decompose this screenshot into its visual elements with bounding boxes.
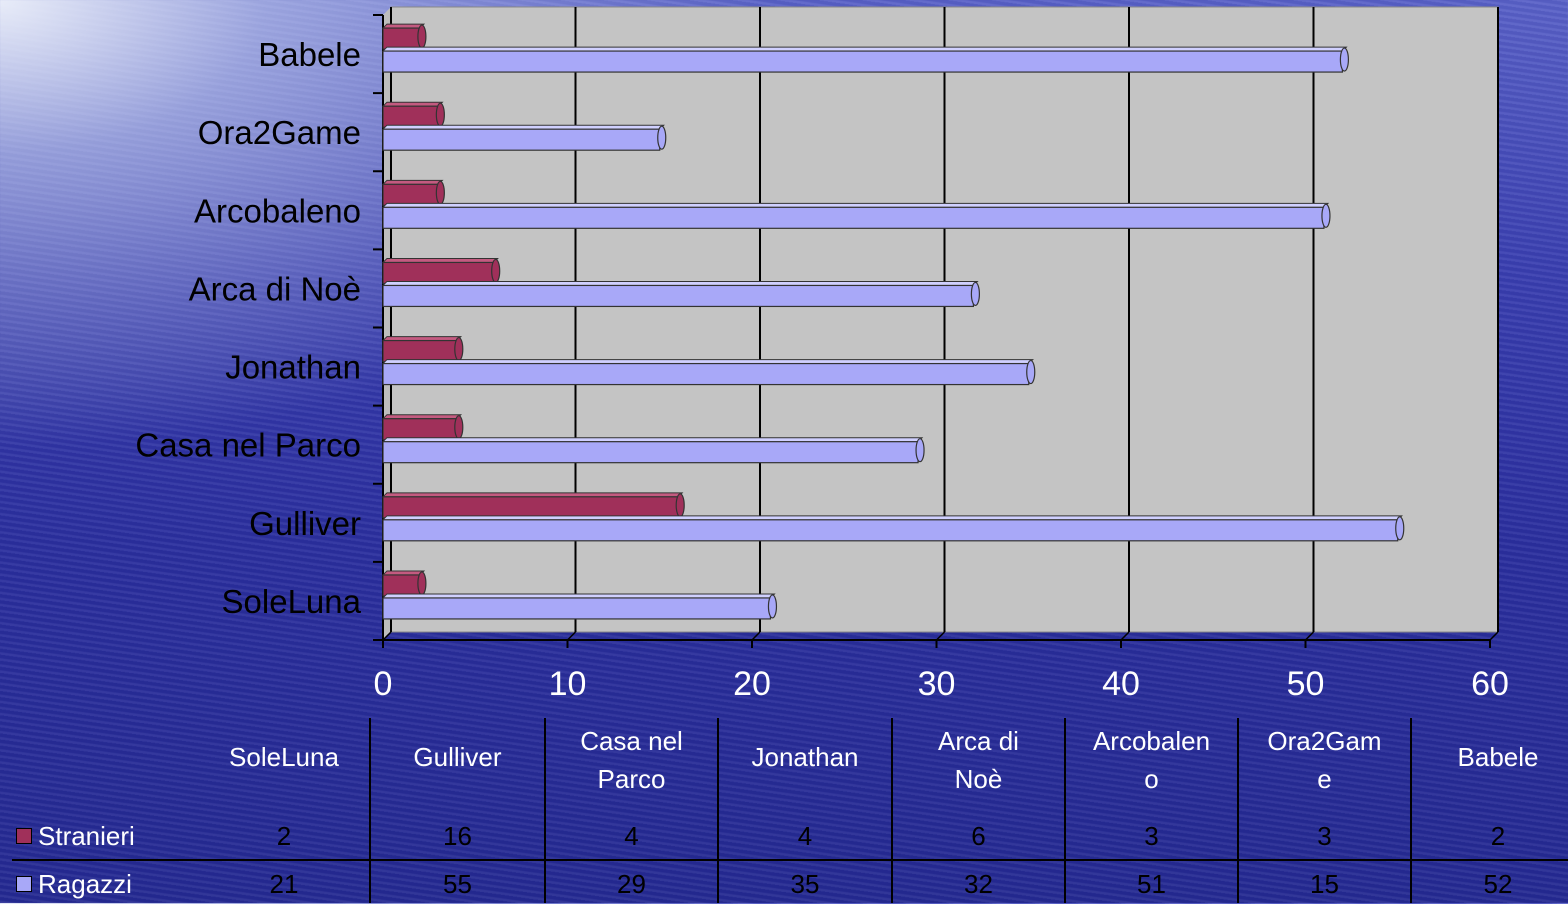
- row-label: Stranieri: [16, 816, 135, 856]
- table-cell: 15: [1310, 869, 1339, 899]
- x-tick-label: 60: [1471, 665, 1509, 703]
- x-tick-label: 20: [733, 665, 771, 703]
- table-cell: 2: [276, 821, 292, 851]
- table-row-divider: [12, 859, 1568, 861]
- table-divider: [1237, 718, 1239, 903]
- x-tick-label: 10: [549, 665, 587, 703]
- category-label: Jonathan: [225, 349, 361, 386]
- bar-ragazzi-end: [657, 125, 667, 150]
- category-label: Arcobaleno: [194, 192, 361, 229]
- x-tick-label: 30: [918, 665, 956, 703]
- bar-ragazzi-end: [767, 594, 778, 619]
- gridline-depth: [566, 631, 577, 641]
- category-label: Babele: [258, 36, 361, 73]
- table-cell: 51: [1137, 869, 1166, 899]
- table-divider: [1064, 718, 1066, 903]
- x-tick-label: 0: [374, 665, 393, 703]
- bar-ragazzi-end: [915, 438, 925, 463]
- table-cell: 52: [1483, 869, 1513, 899]
- table-cell: 16: [443, 821, 472, 851]
- gridline-depth: [382, 631, 392, 641]
- gridline-depth: [751, 631, 761, 641]
- bar-ragazzi-end: [1026, 359, 1036, 385]
- legend-label: Ragazzi: [38, 868, 132, 899]
- table-cell: 3: [1144, 821, 1159, 851]
- table-divider: [544, 718, 546, 903]
- table-cell: 4: [624, 821, 639, 851]
- table-cell: 29: [617, 869, 646, 899]
- table-divider: [717, 718, 719, 903]
- category-label: Ora2Game: [198, 114, 361, 151]
- table-cell: 55: [443, 869, 472, 899]
- table-header: Arca di Noè: [938, 726, 1019, 794]
- table-cell: 6: [971, 821, 986, 851]
- row-label: Ragazzi: [16, 864, 132, 904]
- table-header: Casa nel Parco: [580, 726, 683, 794]
- category-label: Gulliver: [249, 505, 361, 542]
- table-divider: [1410, 718, 1412, 903]
- bar-ragazzi-end: [1321, 203, 1331, 228]
- table-divider: [369, 718, 371, 903]
- bar-ragazzi-end: [970, 281, 981, 307]
- x-tick-label: 50: [1287, 665, 1325, 703]
- table-header: Arcobalen o: [1092, 726, 1211, 794]
- x-tick-label: 40: [1102, 665, 1140, 703]
- table-cell: 3: [1317, 821, 1332, 851]
- table-cell: 4: [797, 821, 813, 851]
- table-header: Ora2Gam e: [1267, 726, 1382, 794]
- category-label: SoleLuna: [222, 583, 362, 620]
- table-header: Jonathan: [751, 742, 859, 772]
- gridline-depth: [935, 631, 946, 641]
- legend-swatch: [16, 828, 32, 844]
- gridline-depth: [1120, 631, 1130, 641]
- category-label: Casa nel Parco: [135, 427, 361, 464]
- legend-swatch: [16, 876, 32, 892]
- table-cell: 35: [790, 869, 820, 899]
- category-label: Arca di Noè: [189, 270, 361, 307]
- table-header: Gulliver: [413, 742, 502, 772]
- bar-ragazzi-end: [1339, 47, 1350, 72]
- legend-label: Stranieri: [38, 820, 135, 851]
- table-cell: 21: [269, 869, 299, 899]
- bar-ragazzi-end: [1395, 516, 1405, 541]
- table-cell: 2: [1490, 821, 1506, 851]
- table-divider: [891, 718, 893, 903]
- table-header: SoleLuna: [229, 742, 339, 772]
- gridline-depth: [1304, 631, 1315, 641]
- gridline-depth: [1489, 631, 1499, 641]
- table-header: Babele: [1457, 742, 1539, 772]
- table-cell: 32: [964, 869, 993, 899]
